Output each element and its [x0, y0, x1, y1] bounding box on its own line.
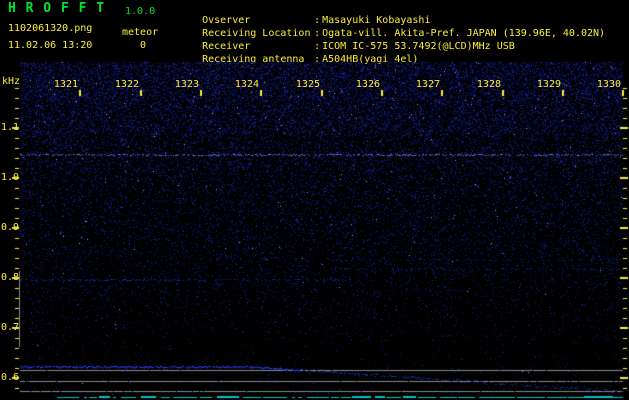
freq-tick-label: 0.6	[1, 372, 20, 383]
freq-axis-unit: kHz	[2, 76, 21, 87]
freq-tick-label: 1.1	[1, 122, 20, 133]
time-tick-label: 1330	[596, 79, 621, 90]
time-tick-label: 1324	[234, 79, 259, 90]
freq-tick-label: 0.9	[1, 222, 20, 233]
freq-tick-label: 0.7	[1, 322, 20, 333]
time-tick-label: 1325	[295, 79, 320, 90]
freq-tick-label: 0.8	[1, 272, 20, 283]
freq-tick-label: 1.0	[1, 172, 20, 183]
time-tick-label: 1326	[355, 79, 380, 90]
time-tick-label: 1329	[536, 79, 561, 90]
time-tick-label: 1323	[174, 79, 199, 90]
time-tick-label: 1327	[415, 79, 440, 90]
time-tick-label: 1322	[114, 79, 139, 90]
time-tick-label: 1328	[476, 79, 501, 90]
time-tick-label: 1321	[53, 79, 78, 90]
